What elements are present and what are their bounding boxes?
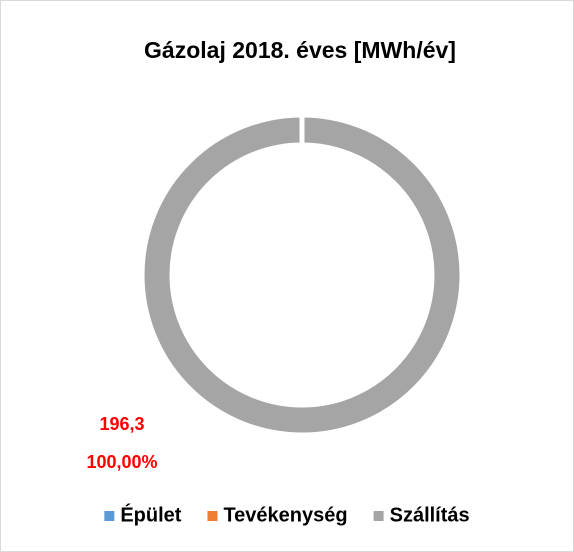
data-label: 196,3 [99,414,144,434]
legend-marker [373,511,384,521]
legend-marker [207,511,218,521]
legend-label: Tevékenység [223,504,347,526]
legend-marker [104,511,115,521]
legend-label: Épület [120,503,181,526]
chart-title: Gázolaj 2018. éves [MWh/év] [144,37,456,63]
data-label: 100,00% [86,452,157,472]
legend-label: Szállítás [390,504,470,526]
donut-slice [139,112,465,438]
